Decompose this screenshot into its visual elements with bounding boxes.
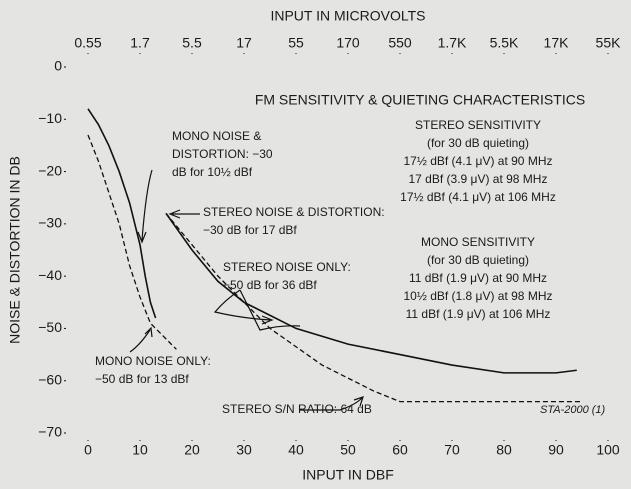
x2-tick-label: 5.5K <box>490 35 519 51</box>
arrow <box>137 169 153 244</box>
annotation: 11 dBf (1.9 μV) at 106 MHz <box>406 307 551 321</box>
x2-tick-label: 55K <box>596 35 622 51</box>
x-tick-label: 80 <box>496 442 512 458</box>
annotation: STEREO NOISE & DISTORTION: <box>203 205 385 219</box>
annotation: (for 30 dB quieting) <box>427 136 529 150</box>
annotation: FM SENSITIVITY & QUIETING CHARACTERISTIC… <box>255 92 585 108</box>
x2-tick-label: 550 <box>388 35 412 51</box>
line <box>87 108 157 319</box>
annotation: 17½ dBf (4.1 μV) at 106 MHz <box>400 190 556 204</box>
annotation: MONO SENSITIVITY <box>421 235 535 249</box>
annotation: 11 dBf (1.9 μV) at 90 MHz <box>409 271 547 285</box>
x-tick-label: 0 <box>84 442 92 458</box>
x2-tick-label: 17 <box>236 35 252 51</box>
arrow <box>239 289 301 331</box>
x2-tick-label: 1.7 <box>130 35 150 51</box>
x-tick-label: 10 <box>132 442 148 458</box>
annotation: STEREO S/N RATIO: 64 dB <box>222 402 372 416</box>
x-tick-label: 40 <box>288 442 304 458</box>
annotation: STA-2000 (1) <box>540 404 606 416</box>
x2-tick-label: 17K <box>544 35 570 51</box>
x-tick-label: 100 <box>596 442 620 458</box>
x-tick-label: 70 <box>444 442 460 458</box>
annotation: MONO NOISE ONLY: <box>95 354 211 368</box>
annotation: STEREO NOISE ONLY: <box>223 260 351 274</box>
annotation: DISTORTION: −30 <box>172 147 273 161</box>
arrow <box>300 396 364 411</box>
annotation: 17 dBf (3.9 μV) at 98 MHz <box>409 172 548 186</box>
y-tick-label: −70 <box>38 424 62 440</box>
arrow <box>129 326 153 353</box>
y-tick-label: −10 <box>38 110 62 126</box>
annotation: (for 30 dB quieting) <box>427 253 529 267</box>
x2-tick-label: 0.55 <box>74 35 101 51</box>
y-axis-title: NOISE & DISTORTION IN DB <box>7 156 23 344</box>
line <box>165 212 577 374</box>
y-tick-label: −60 <box>38 371 62 387</box>
annotation: MONO NOISE & <box>172 129 261 143</box>
y-tick-label: −40 <box>38 267 62 283</box>
arrow <box>168 209 200 219</box>
y-tick-label: −20 <box>38 162 62 178</box>
x2-axis-title: INPUT IN MICROVOLTS <box>270 8 425 24</box>
x-tick-label: 50 <box>340 442 356 458</box>
annotation: −50 dB for 13 dBf <box>95 372 189 386</box>
x-axis-title: INPUT IN DBF <box>302 467 394 483</box>
x-tick-label: 20 <box>184 442 200 458</box>
y-tick-label: −50 <box>38 319 62 335</box>
arrow <box>213 289 274 325</box>
annotation: −30 dB for 17 dBf <box>203 223 297 237</box>
annotation: dB for 10½ dBf <box>172 165 253 179</box>
x2-tick-label: 5.5 <box>182 35 202 51</box>
y-tick-label: −30 <box>38 215 62 231</box>
x-tick-label: 90 <box>548 442 564 458</box>
line <box>87 134 177 350</box>
annotation: 10½ dBf (1.8 μV) at 98 MHz <box>404 289 553 303</box>
y-tick-label: 0 <box>54 58 62 74</box>
x-tick-label: 30 <box>236 442 252 458</box>
x2-tick-label: 55 <box>288 35 304 51</box>
x-tick-label: 60 <box>392 442 408 458</box>
x2-tick-label: 1.7K <box>438 35 467 51</box>
annotation: 17½ dBf (4.1 μV) at 90 MHz <box>404 154 553 168</box>
line <box>165 212 582 403</box>
annotation: −50 dB for 36 dBf <box>223 278 317 292</box>
arrows <box>129 169 364 411</box>
x2-tick-label: 170 <box>336 35 360 51</box>
annotation: STEREO SENSITIVITY <box>415 118 541 132</box>
